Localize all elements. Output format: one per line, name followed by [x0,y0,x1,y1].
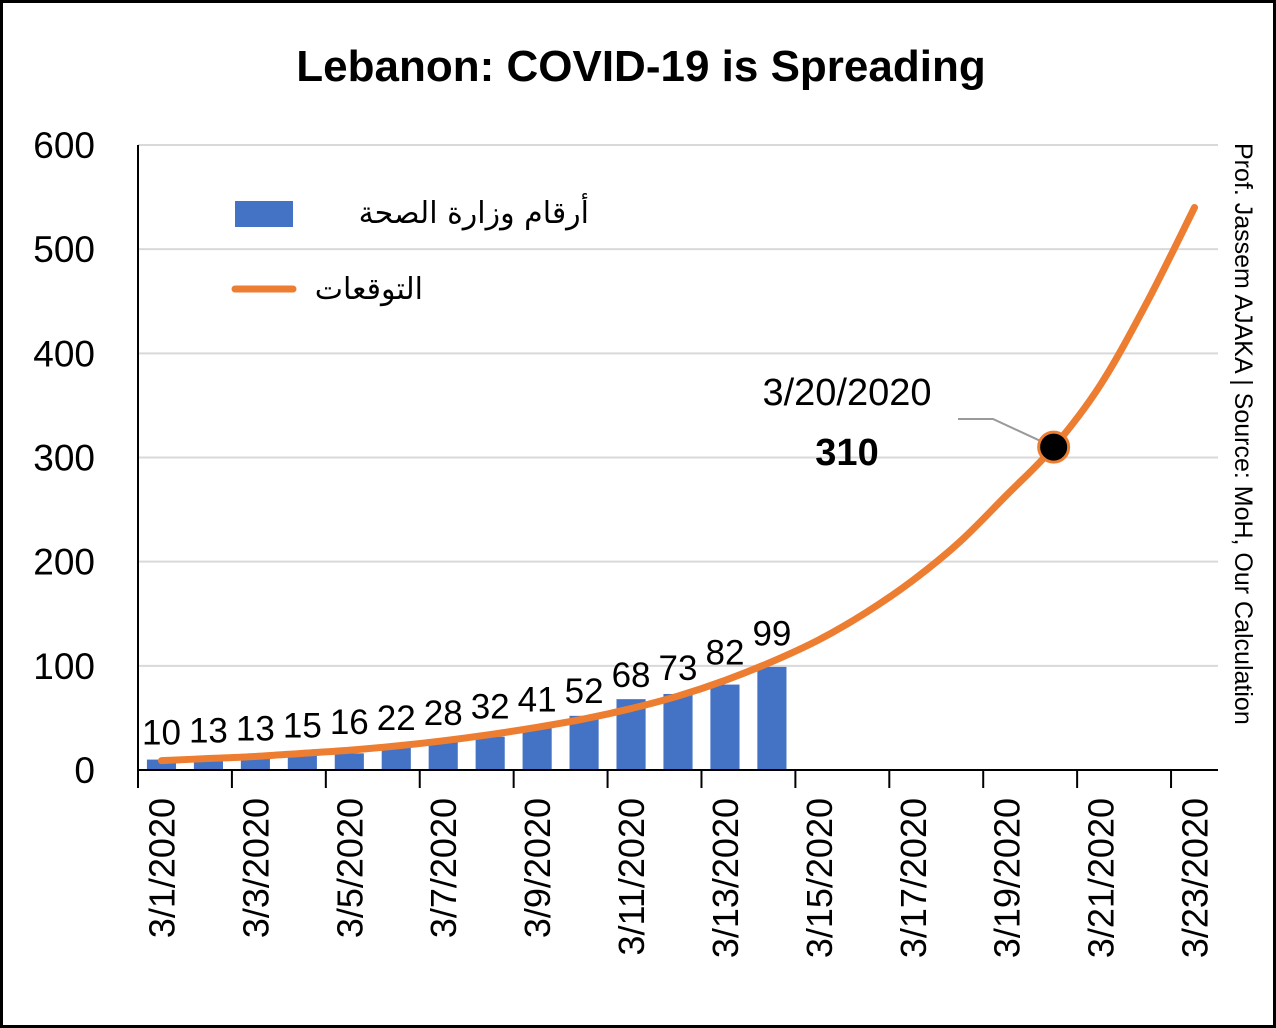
y-axis-ticks: 0 100 200 300 400 500 600 [33,125,95,791]
bar [334,753,364,770]
y-tick-label: 500 [33,229,95,270]
bar [569,715,599,770]
x-tick-label: 3/17/2020 [893,798,934,958]
y-tick-label: 300 [33,438,95,479]
bar-series [146,666,787,770]
bar [287,754,317,770]
x-tick-label: 3/19/2020 [987,798,1028,958]
bar [475,736,505,770]
x-tick-label: 3/11/2020 [611,798,652,955]
bar-data-label: 68 [612,656,651,695]
x-tick-label: 3/1/2020 [141,798,182,938]
x-tick-label: 3/21/2020 [1081,798,1122,958]
chart-title: Lebanon: COVID-19 is Spreading [296,42,985,91]
data-labels: 10 13 13 15 16 22 28 32 41 52 68 73 82 99 [142,615,791,753]
axes [137,145,1218,788]
bar-data-label: 13 [236,709,275,748]
annotation-value: 310 [815,432,878,474]
annotation: 3/20/2020 310 [762,372,1071,474]
bar-data-label: 82 [705,633,744,672]
source-credit: Prof. Jassem AJAKA | Source: MoH, Our Ca… [1229,143,1257,725]
annotation-leader [958,418,1055,448]
bar-data-label: 15 [283,706,322,745]
x-tick-label: 3/23/2020 [1175,798,1216,958]
bar-data-label: 16 [330,703,369,742]
bar [757,666,787,770]
x-axis-ticks: 3/1/2020 3/3/2020 3/5/2020 3/7/2020 3/9/2020… [141,798,1215,958]
x-tick-label: 3/13/2020 [705,798,746,958]
x-tick-label: 3/15/2020 [799,798,840,958]
legend: أرقام وزارة الصحة التوقعات [231,192,589,307]
chart-svg: Lebanon: COVID-19 is Spreading 0 100 200 30… [33,42,1257,958]
bar-data-label: 32 [471,688,510,727]
x-tick-label: 3/5/2020 [329,798,370,938]
bar-data-label: 73 [659,649,698,688]
bar-data-label: 52 [565,672,604,711]
bar-data-label: 22 [377,699,416,738]
y-tick-label: 0 [74,750,95,791]
bar-data-label: 28 [424,694,463,733]
x-tick-label: 3/3/2020 [235,798,276,938]
bar-data-label: 99 [752,615,791,654]
y-tick-label: 600 [33,125,95,166]
x-tick-label: 3/9/2020 [517,798,558,938]
y-tick-label: 200 [33,542,95,583]
bar [381,747,411,770]
bar-data-label: 41 [518,680,557,719]
bar-data-label: 10 [142,714,181,753]
annotation-marker [1037,430,1071,464]
annotation-date: 3/20/2020 [762,372,931,414]
bar [522,727,552,770]
y-tick-label: 400 [33,333,95,374]
y-tick-label: 100 [33,646,95,687]
bar [663,693,693,770]
legend-bar-label: أرقام وزارة الصحة [359,192,589,231]
x-tick-label: 3/7/2020 [423,798,464,938]
bar [710,684,740,770]
gridlines [138,144,1218,667]
bar-data-label: 13 [189,712,228,751]
bar [146,759,177,770]
legend-line-label: التوقعات [315,272,423,307]
legend-bar-swatch [235,201,293,227]
bar [428,740,458,770]
